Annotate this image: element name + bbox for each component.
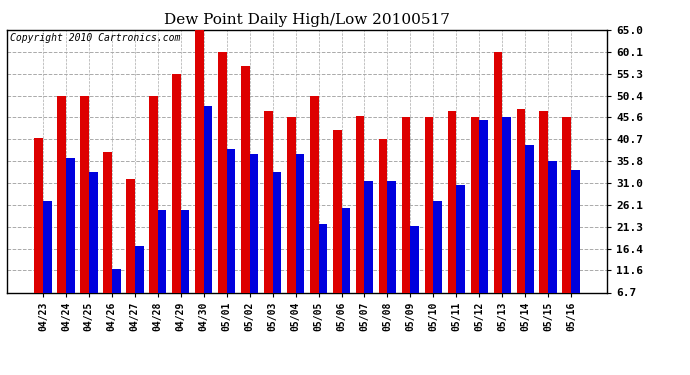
Bar bbox=[158, 210, 166, 322]
Bar bbox=[562, 117, 571, 322]
Bar bbox=[364, 181, 373, 322]
Bar bbox=[471, 117, 480, 322]
Bar bbox=[273, 172, 282, 322]
Bar bbox=[250, 154, 258, 322]
Bar bbox=[218, 52, 226, 322]
Bar bbox=[172, 74, 181, 322]
Bar bbox=[356, 116, 364, 322]
Bar bbox=[135, 246, 144, 322]
Bar bbox=[195, 30, 204, 322]
Bar bbox=[57, 96, 66, 322]
Bar bbox=[480, 120, 488, 322]
Text: Copyright 2010 Cartronics.com: Copyright 2010 Cartronics.com bbox=[10, 33, 180, 43]
Bar bbox=[226, 149, 235, 322]
Bar bbox=[264, 111, 273, 322]
Bar bbox=[295, 154, 304, 322]
Bar bbox=[126, 178, 135, 322]
Bar bbox=[287, 117, 295, 322]
Bar bbox=[402, 117, 411, 322]
Bar bbox=[149, 96, 158, 322]
Bar bbox=[80, 96, 89, 322]
Bar bbox=[571, 170, 580, 322]
Bar bbox=[66, 158, 75, 322]
Bar bbox=[493, 52, 502, 322]
Bar bbox=[456, 185, 465, 322]
Bar bbox=[379, 140, 388, 322]
Bar bbox=[181, 210, 190, 322]
Bar bbox=[424, 117, 433, 322]
Bar bbox=[342, 208, 351, 322]
Bar bbox=[319, 224, 327, 322]
Title: Dew Point Daily High/Low 20100517: Dew Point Daily High/Low 20100517 bbox=[164, 13, 450, 27]
Bar bbox=[310, 96, 319, 322]
Bar bbox=[433, 201, 442, 322]
Bar bbox=[43, 201, 52, 322]
Bar bbox=[540, 111, 549, 322]
Bar bbox=[204, 106, 213, 322]
Bar bbox=[517, 109, 525, 322]
Bar bbox=[448, 111, 456, 322]
Bar bbox=[89, 172, 97, 322]
Bar bbox=[34, 138, 43, 322]
Bar bbox=[333, 130, 342, 322]
Bar bbox=[388, 181, 396, 322]
Bar bbox=[525, 145, 534, 322]
Bar bbox=[241, 66, 250, 322]
Bar bbox=[411, 226, 419, 322]
Bar bbox=[502, 117, 511, 322]
Bar bbox=[103, 152, 112, 322]
Bar bbox=[112, 268, 121, 322]
Bar bbox=[549, 162, 557, 322]
